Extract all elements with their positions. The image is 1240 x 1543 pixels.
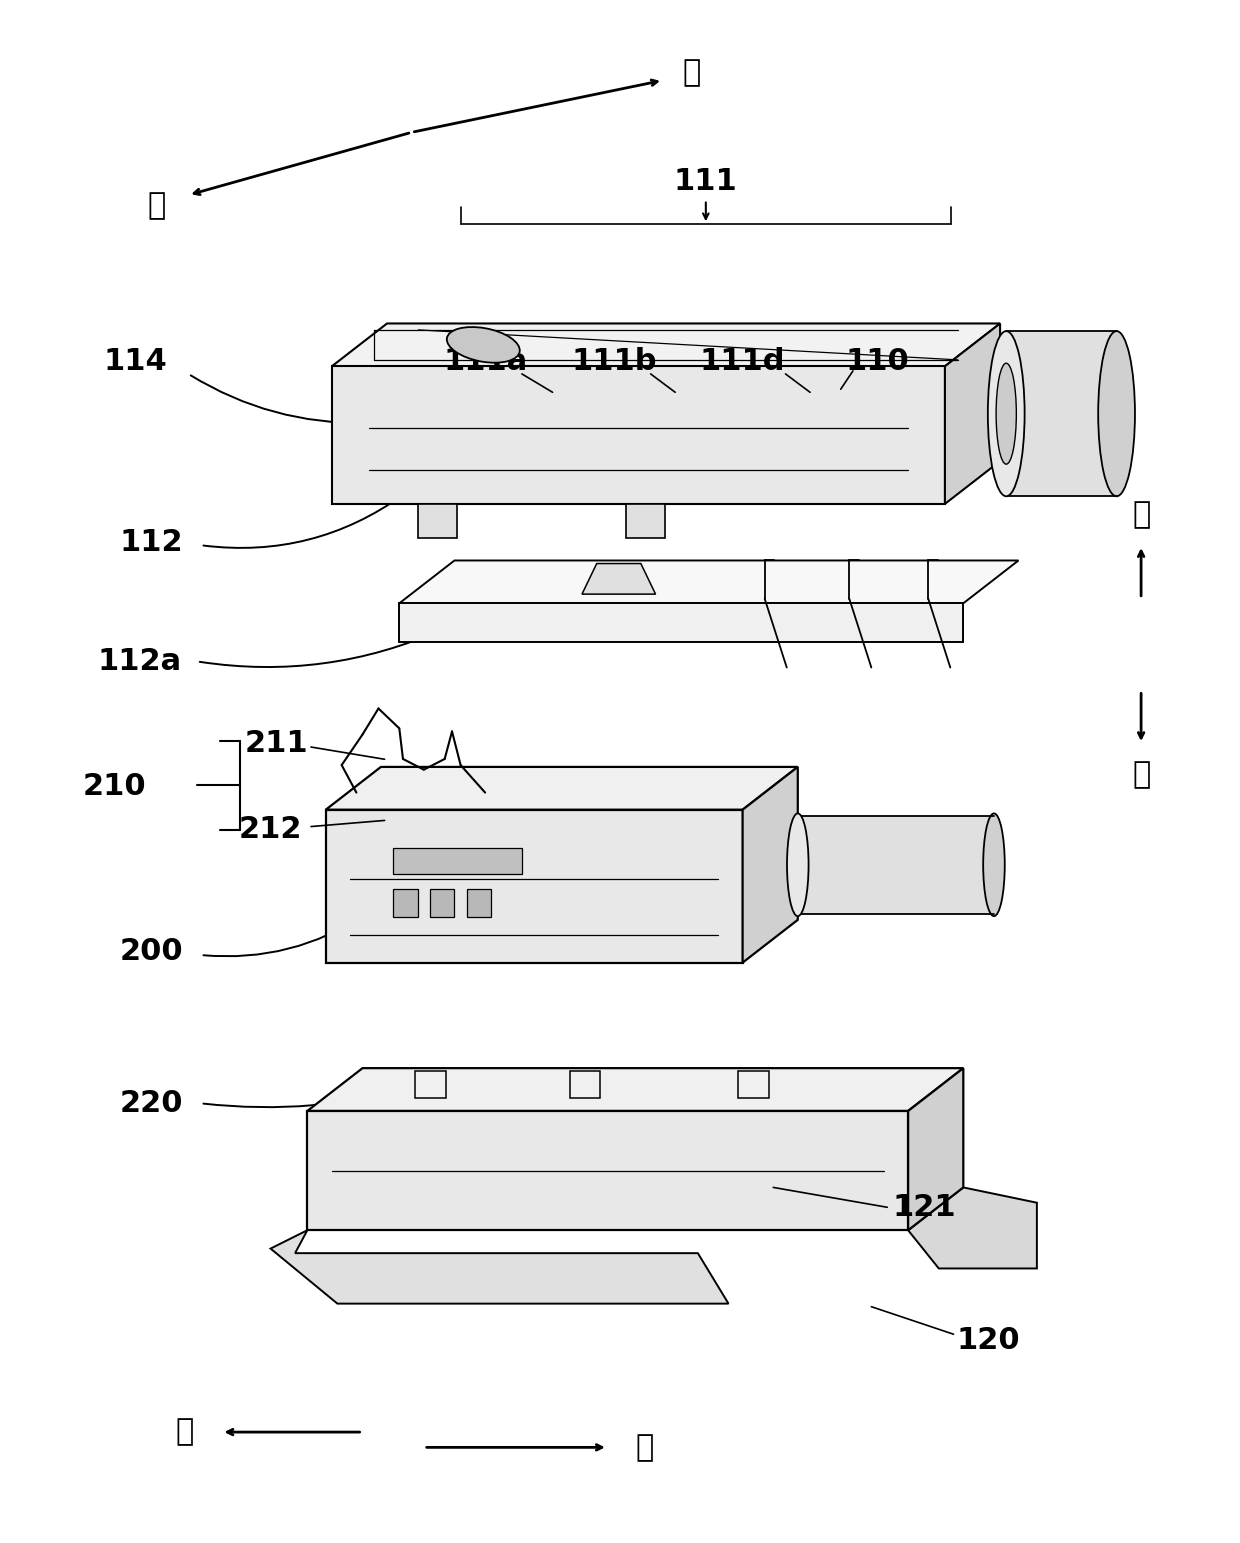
Text: 111b: 111b — [572, 347, 657, 376]
Text: 111a: 111a — [443, 347, 527, 376]
FancyArrowPatch shape — [203, 495, 403, 548]
Text: 112: 112 — [120, 528, 184, 557]
Ellipse shape — [787, 813, 808, 917]
Text: 211: 211 — [244, 730, 309, 759]
Polygon shape — [399, 560, 1018, 603]
Text: 212: 212 — [239, 815, 303, 844]
Ellipse shape — [1099, 332, 1135, 497]
Text: 200: 200 — [120, 938, 184, 966]
FancyArrowPatch shape — [191, 375, 366, 423]
FancyArrowPatch shape — [203, 913, 366, 957]
Text: 112a: 112a — [97, 647, 181, 676]
Text: 左: 左 — [148, 191, 166, 221]
Polygon shape — [569, 1071, 600, 1099]
Ellipse shape — [996, 363, 1017, 464]
Text: 上: 上 — [1132, 500, 1151, 529]
Polygon shape — [466, 889, 491, 917]
Polygon shape — [797, 816, 994, 913]
Polygon shape — [393, 889, 418, 917]
Polygon shape — [326, 810, 743, 963]
Text: 121: 121 — [893, 1193, 956, 1222]
Ellipse shape — [988, 332, 1024, 497]
Text: 前: 前 — [176, 1418, 193, 1447]
Text: 111: 111 — [675, 167, 738, 196]
Text: 220: 220 — [120, 1089, 184, 1117]
FancyArrowPatch shape — [200, 630, 444, 667]
Ellipse shape — [446, 327, 520, 363]
Polygon shape — [332, 324, 1001, 366]
Polygon shape — [743, 767, 797, 963]
Text: 110: 110 — [846, 347, 909, 376]
Polygon shape — [270, 1230, 729, 1304]
Polygon shape — [399, 603, 963, 642]
Polygon shape — [738, 1071, 769, 1099]
Polygon shape — [326, 767, 797, 810]
Polygon shape — [908, 1068, 963, 1230]
Text: 114: 114 — [104, 347, 167, 376]
FancyArrowPatch shape — [203, 1086, 422, 1108]
Text: 111d: 111d — [699, 347, 785, 376]
Text: 右: 右 — [682, 59, 701, 88]
Polygon shape — [626, 505, 666, 537]
Polygon shape — [430, 889, 455, 917]
Polygon shape — [332, 366, 945, 505]
Polygon shape — [308, 1111, 908, 1230]
Polygon shape — [582, 563, 656, 594]
Text: 后: 后 — [635, 1433, 653, 1461]
Polygon shape — [415, 1071, 446, 1099]
Ellipse shape — [983, 813, 1004, 917]
Polygon shape — [1006, 332, 1116, 497]
Text: 210: 210 — [83, 773, 146, 801]
Polygon shape — [908, 1188, 1037, 1268]
Polygon shape — [393, 849, 522, 873]
Text: 120: 120 — [956, 1325, 1019, 1355]
Text: 下: 下 — [1132, 761, 1151, 788]
Polygon shape — [945, 324, 1001, 505]
Polygon shape — [418, 505, 456, 537]
Polygon shape — [308, 1068, 963, 1111]
